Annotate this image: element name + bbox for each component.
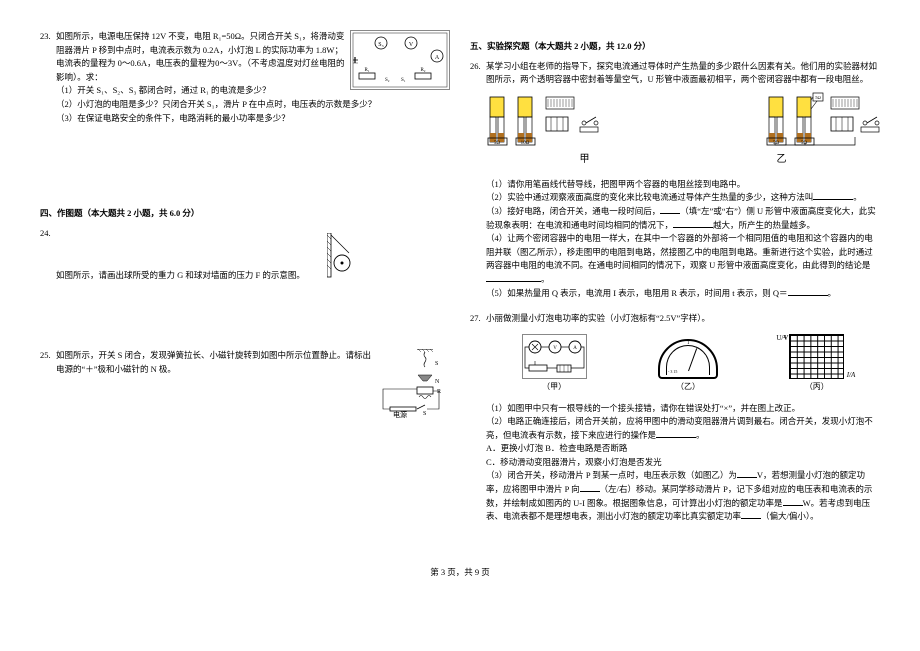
blank [813,193,853,201]
q26-apparatus-yi: 5Ω 5Ω 5Ω [765,91,880,146]
svg-text:N: N [435,379,440,385]
grid-ymax: 4 [783,334,786,344]
svg-text:S₁: S₁ [401,78,406,83]
q27-sub3: （3）闭合开关，移动滑片 P 到某一点时，电压表示数（如图乙）为V，若想测量小灯… [486,469,880,523]
blank [660,206,680,214]
blank [656,430,696,438]
q24-stem: 如图所示，请画出球所受的重力 G 和球对墙面的压力 F 的示意图。 [56,270,305,280]
section-5-title: 五、实验探究题（本大题共 2 小题，共 12.0 分） [470,40,880,54]
page-columns: S₃ V A R₁ S₂ S₁ R₂ 23. 如图所 [40,30,880,536]
q26-s2a: （2）实验中通过观察液面高度的变化来比较电流通过导体产生热量的多少，这种方法叫 [486,192,813,202]
q27-optA: A．更换小灯泡 B．检查电路是否断路 [486,442,880,456]
q26-label-jia: 甲 [580,152,590,168]
svg-text:S: S [423,411,426,417]
q27-s3e: （偏大/偏小）。 [761,511,819,521]
q23-sub2: （2）小灯泡的电阻是多少？只闭合开关 S₁，滑片 P 在中点时，电压表的示数是多… [56,98,450,112]
question-23: S₃ V A R₁ S₂ S₁ R₂ 23. 如图所 [40,30,450,125]
q27-number: 27. [470,312,481,326]
voltmeter-icon: 0 3 1 - 3 15 [658,339,718,379]
q26-sub2: （2）实验中通过观察液面高度的变化来比较电流通过导体产生热量的多少，这种方法叫 。 [486,191,880,205]
svg-text:V: V [409,42,414,48]
svg-text:5Ω: 5Ω [494,141,501,146]
q26-apparatus-jia: 5Ω 10Ω [486,91,601,146]
q26-s3a: （3）接好电路，闭合开关，通电一段时间后， [486,206,660,216]
q27-cap-jia: （甲） [522,381,587,394]
q23-stem: 如图所示，电源电压保持 12V 不变，电阻 R₁=50Ω。只闭合开关 S₁，将滑… [56,31,345,82]
blank [741,512,761,520]
q26-label-yi: 乙 [777,152,787,168]
q26-labels: 甲 乙 [486,152,880,168]
q25-stem: 如图所示，开关 S 闭合，发现弹簧拉长、小磁针旋转到如图中所示位置静止。请标出电… [56,350,371,374]
ui-grid-chart: U/V I/A 4 [789,334,844,379]
q26-s4b: 。 [541,274,550,284]
q26-s5b: 。 [828,288,837,298]
circuit23-svg: S₃ V A R₁ S₂ S₁ R₂ [351,31,449,89]
q23-sub3: （3）在保证电路安全的条件下，电路消耗的最小功率是多少？ [56,112,450,126]
q23-circuit-figure: S₃ V A R₁ S₂ S₁ R₂ [350,30,450,90]
q24-number: 24. [40,227,51,241]
q23-number: 23. [40,30,51,44]
q26-s2b: 。 [853,192,862,202]
blank [788,288,828,296]
svg-text:R₁: R₁ [364,68,369,73]
q27-stem: 小丽做测量小灯泡电功率的实验（小灯泡标有“2.5V”字样）。 [486,313,710,323]
question-26: 26. 某学习小组在老师的指导下，探究电流通过导体时产生热量的多少跟什么因素有关… [470,60,880,301]
question-24: 24. 如图所示，请画出球所受的重力 G 和球对墙面的压力 F 的示意图。 [40,227,450,283]
q27-cap-yi: （乙） [658,381,718,394]
blank [673,220,713,228]
blank [580,484,600,492]
q24-figure [327,233,367,278]
right-column: 五、实验探究题（本大题共 2 小题，共 12.0 分） 26. 某学习小组在老师… [470,30,880,536]
svg-text:电源: 电源 [393,410,407,419]
question-25: S N R 电源 S 25. 如图所示，开关 S 闭合，发现弹簧拉 [40,349,450,419]
q27-figures: V A [486,334,880,394]
q26-apparatus: 5Ω 10Ω [486,91,880,146]
q26-body: 某学习小组在老师的指导下，探究电流通过导体时产生热量的多少跟什么因素有关。他们用… [486,60,880,301]
q27-optC: C．移动滑动变阻器滑片，观察小灯泡是否发光 [486,456,880,470]
q25-figure: S N R 电源 S [375,349,450,419]
q26-number: 26. [470,60,481,74]
svg-text:V: V [553,346,557,351]
q27-fig-yi: 0 3 1 - 3 15 （乙） [658,339,718,394]
blank [783,498,803,506]
left-column: S₃ V A R₁ S₂ S₁ R₂ 23. 如图所 [40,30,450,536]
section-4-title: 四、作图题（本大题共 2 小题，共 6.0 分） [40,207,450,221]
q24-body: 如图所示，请画出球所受的重力 G 和球对墙面的压力 F 的示意图。 [56,227,450,283]
page-footer: 第 3 页，共 9 页 [40,566,880,580]
q26-sub3: （3）接好电路，闭合开关，通电一段时间后，（填“左”或“右”）侧 U 形管中液面… [486,205,880,232]
q27-fig-jia: V A [522,334,587,394]
svg-text:A: A [573,346,577,351]
q25-number: 25. [40,349,51,363]
svg-text:S: S [435,361,438,367]
q26-stem: 某学习小组在老师的指导下，探究电流通过导体时产生热量的多少跟什么因素有关。他们用… [486,61,877,85]
blank [486,274,541,282]
q26-s3c: 越大，所产生的热量越多。 [713,220,815,230]
q27-s3a: （3）闭合开关，移动滑片 P 到某一点时，电压表示数（如图乙）为 [486,470,737,480]
svg-text:5Ω: 5Ω [815,95,821,100]
svg-text:10Ω: 10Ω [521,141,530,146]
svg-text:S₂: S₂ [385,78,390,83]
q27-sub2: （2）电路正确连接后，闭合开关前，应将甲图中的滑动变阻器滑片调到最右。闭合开关，… [486,415,880,442]
svg-text:R₂: R₂ [420,68,425,73]
q27-s2b: 。 [696,430,705,440]
q26-sub4: （4）让两个密闭容器中的电阻一样大，在其中一个容器的外部将一个相同阻值的电阻和这… [486,232,880,286]
svg-text:A: A [435,55,440,61]
q26-s5a: （5）如果热量用 Q 表示，电流用 I 表示，电阻用 R 表示，时间用 t 表示… [486,288,788,298]
blank [737,471,757,479]
q27-body: 小丽做测量小灯泡电功率的实验（小灯泡标有“2.5V”字样）。 V A [486,312,880,524]
q26-s4a: （4）让两个密闭容器中的电阻一样大，在其中一个容器的外部将一个相同阻值的电阻和这… [486,233,873,270]
svg-text:S₃: S₃ [378,42,383,48]
q26-sub1: （1）请你用笔画线代替导线，把图甲两个容器的电阻丝接到电路中。 [486,178,880,192]
q27-sub1: （1）如图甲中只有一根导线的一个接头接错，请你在错误处打“×”，并在图上改正。 [486,402,880,416]
q26-sub5: （5）如果热量用 Q 表示，电流用 I 表示，电阻用 R 表示，时间用 t 表示… [486,287,880,301]
grid-x-label: I/A [847,370,856,381]
q27-cap-bing: （丙） [789,381,844,394]
q27-fig-bing: U/V I/A 4 （丙） [789,334,844,394]
question-27: 27. 小丽做测量小灯泡电功率的实验（小灯泡标有“2.5V”字样）。 V [470,312,880,524]
